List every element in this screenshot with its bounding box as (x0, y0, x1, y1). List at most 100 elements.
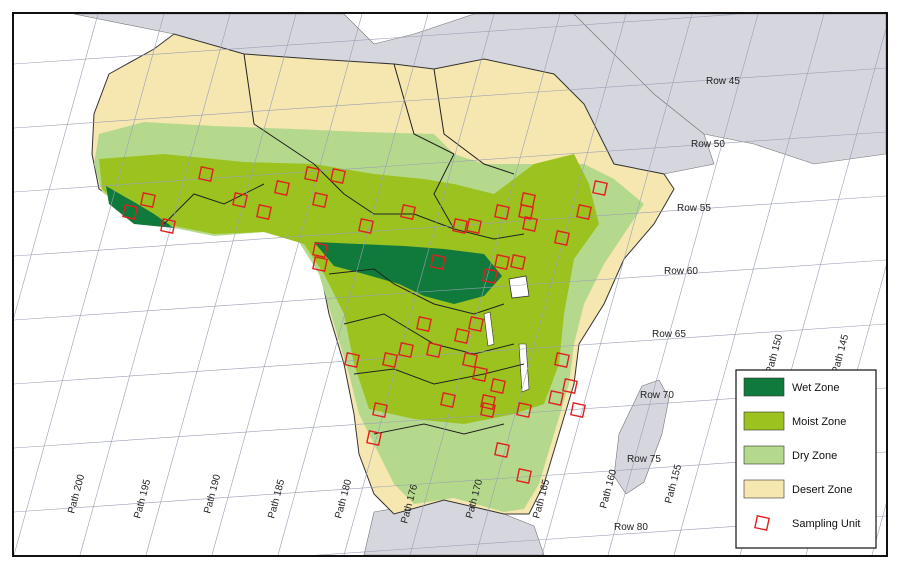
sampling-unit (304, 166, 320, 182)
sampling-unit (520, 192, 536, 208)
sampling-unit (510, 254, 526, 270)
grid-path-line (343, 14, 495, 555)
grid-path-line (145, 14, 297, 555)
row-label: Row 60 (664, 266, 698, 277)
path-label: Path 180 (333, 478, 354, 520)
legend-label: Desert Zone (792, 484, 853, 496)
legend-item-dry: Dry Zone (743, 445, 837, 465)
sampling-unit (256, 204, 272, 220)
zone-moist (99, 154, 599, 424)
legend: Wet Zone Moist Zone Dry Zone Desert Zone… (735, 369, 877, 549)
sampling-unit (122, 204, 138, 220)
sampling-unit (482, 268, 498, 284)
path-label: Path 190 (202, 473, 223, 515)
path-label: Path 160 (598, 468, 619, 510)
sampling-unit (516, 402, 532, 418)
sampling-unit (472, 366, 488, 382)
legend-swatch (743, 411, 785, 431)
legend-swatch (754, 515, 770, 531)
grid-row-line (14, 195, 886, 257)
zone-wet (106, 186, 502, 304)
legend-item-desert: Desert Zone (743, 479, 853, 499)
sampling-unit (430, 254, 446, 270)
row-label: Row 65 (652, 329, 686, 340)
sampling-unit (490, 378, 506, 394)
legend-swatch (743, 377, 785, 397)
grid-path-line (475, 14, 627, 555)
row-label: Row 50 (691, 139, 725, 150)
sampling-unit (312, 242, 328, 258)
row-label: Row 55 (677, 203, 711, 214)
sampling-unit (494, 204, 510, 220)
sampling-unit (522, 216, 538, 232)
grid-row-line (14, 67, 886, 129)
path-label: Path 195 (132, 478, 153, 520)
row-label: Row 45 (706, 76, 740, 87)
grid-row-line (14, 259, 886, 321)
sampling-unit (372, 402, 388, 418)
sampling-unit (330, 168, 346, 184)
grid-path-line (607, 14, 759, 555)
legend-item-sampling-unit: Sampling Unit (754, 515, 860, 531)
grid-path-line (14, 14, 165, 555)
sampling-unit (554, 352, 570, 368)
sampling-unit (400, 204, 416, 220)
sampling-unit (592, 180, 608, 196)
legend-label: Dry Zone (792, 450, 837, 462)
sampling-unit (440, 392, 456, 408)
sampling-unit (382, 352, 398, 368)
sampling-unit (426, 342, 442, 358)
legend-swatch (743, 479, 785, 499)
sampling-unit (160, 218, 176, 234)
sampling-unit (516, 468, 532, 484)
sampling-unit (312, 192, 328, 208)
path-label: Path 200 (66, 473, 87, 515)
legend-item-moist: Moist Zone (743, 411, 846, 431)
grid-path-line (409, 14, 561, 555)
sampling-unit (454, 328, 470, 344)
sampling-unit (232, 192, 248, 208)
sampling-unit (366, 430, 382, 446)
sampling-unit (462, 352, 478, 368)
sampling-unit (312, 256, 328, 272)
sampling-unit (548, 390, 564, 406)
row-labels: Row 45 Row 50 Row 55 Row 60 Row 65 Row 7… (614, 76, 740, 533)
grid-row-line (14, 323, 886, 385)
grid-path-line (211, 14, 363, 555)
grid-path-line (79, 14, 231, 555)
row-label: Row 75 (627, 454, 661, 465)
sampling-unit (358, 218, 374, 234)
sampling-unit (554, 230, 570, 246)
row-label: Row 70 (640, 390, 674, 401)
sampling-unit (416, 316, 432, 332)
africa-map: Row 45 Row 50 Row 55 Row 60 Row 65 Row 7… (14, 14, 886, 555)
sampling-unit (480, 402, 496, 418)
legend-item-wet: Wet Zone (743, 377, 840, 397)
lakes (483, 275, 530, 393)
grid-path-line (277, 14, 429, 555)
grid-row-line (14, 14, 746, 65)
sampling-units (122, 166, 608, 484)
sampling-unit (576, 204, 592, 220)
other-landmass (73, 14, 886, 555)
sampling-unit (452, 218, 468, 234)
sampling-unit (140, 192, 156, 208)
legend-label: Moist Zone (792, 416, 846, 428)
sampling-unit (494, 442, 510, 458)
sampling-unit (480, 394, 496, 410)
grid-path-line (673, 14, 825, 555)
sampling-unit (398, 342, 414, 358)
sampling-unit (198, 166, 214, 182)
sampling-unit (274, 180, 290, 196)
grid-row-line (14, 131, 886, 193)
sampling-unit (466, 218, 482, 234)
sampling-unit (494, 254, 510, 270)
legend-label: Wet Zone (792, 382, 840, 394)
legend-swatch (743, 445, 785, 465)
sampling-unit (570, 402, 586, 418)
row-label: Row 80 (614, 522, 648, 533)
path-label: Path 145 (830, 333, 851, 375)
legend-label: Sampling Unit (792, 518, 860, 530)
map-frame: Row 45 Row 50 Row 55 Row 60 Row 65 Row 7… (12, 12, 888, 557)
sampling-unit (344, 352, 360, 368)
